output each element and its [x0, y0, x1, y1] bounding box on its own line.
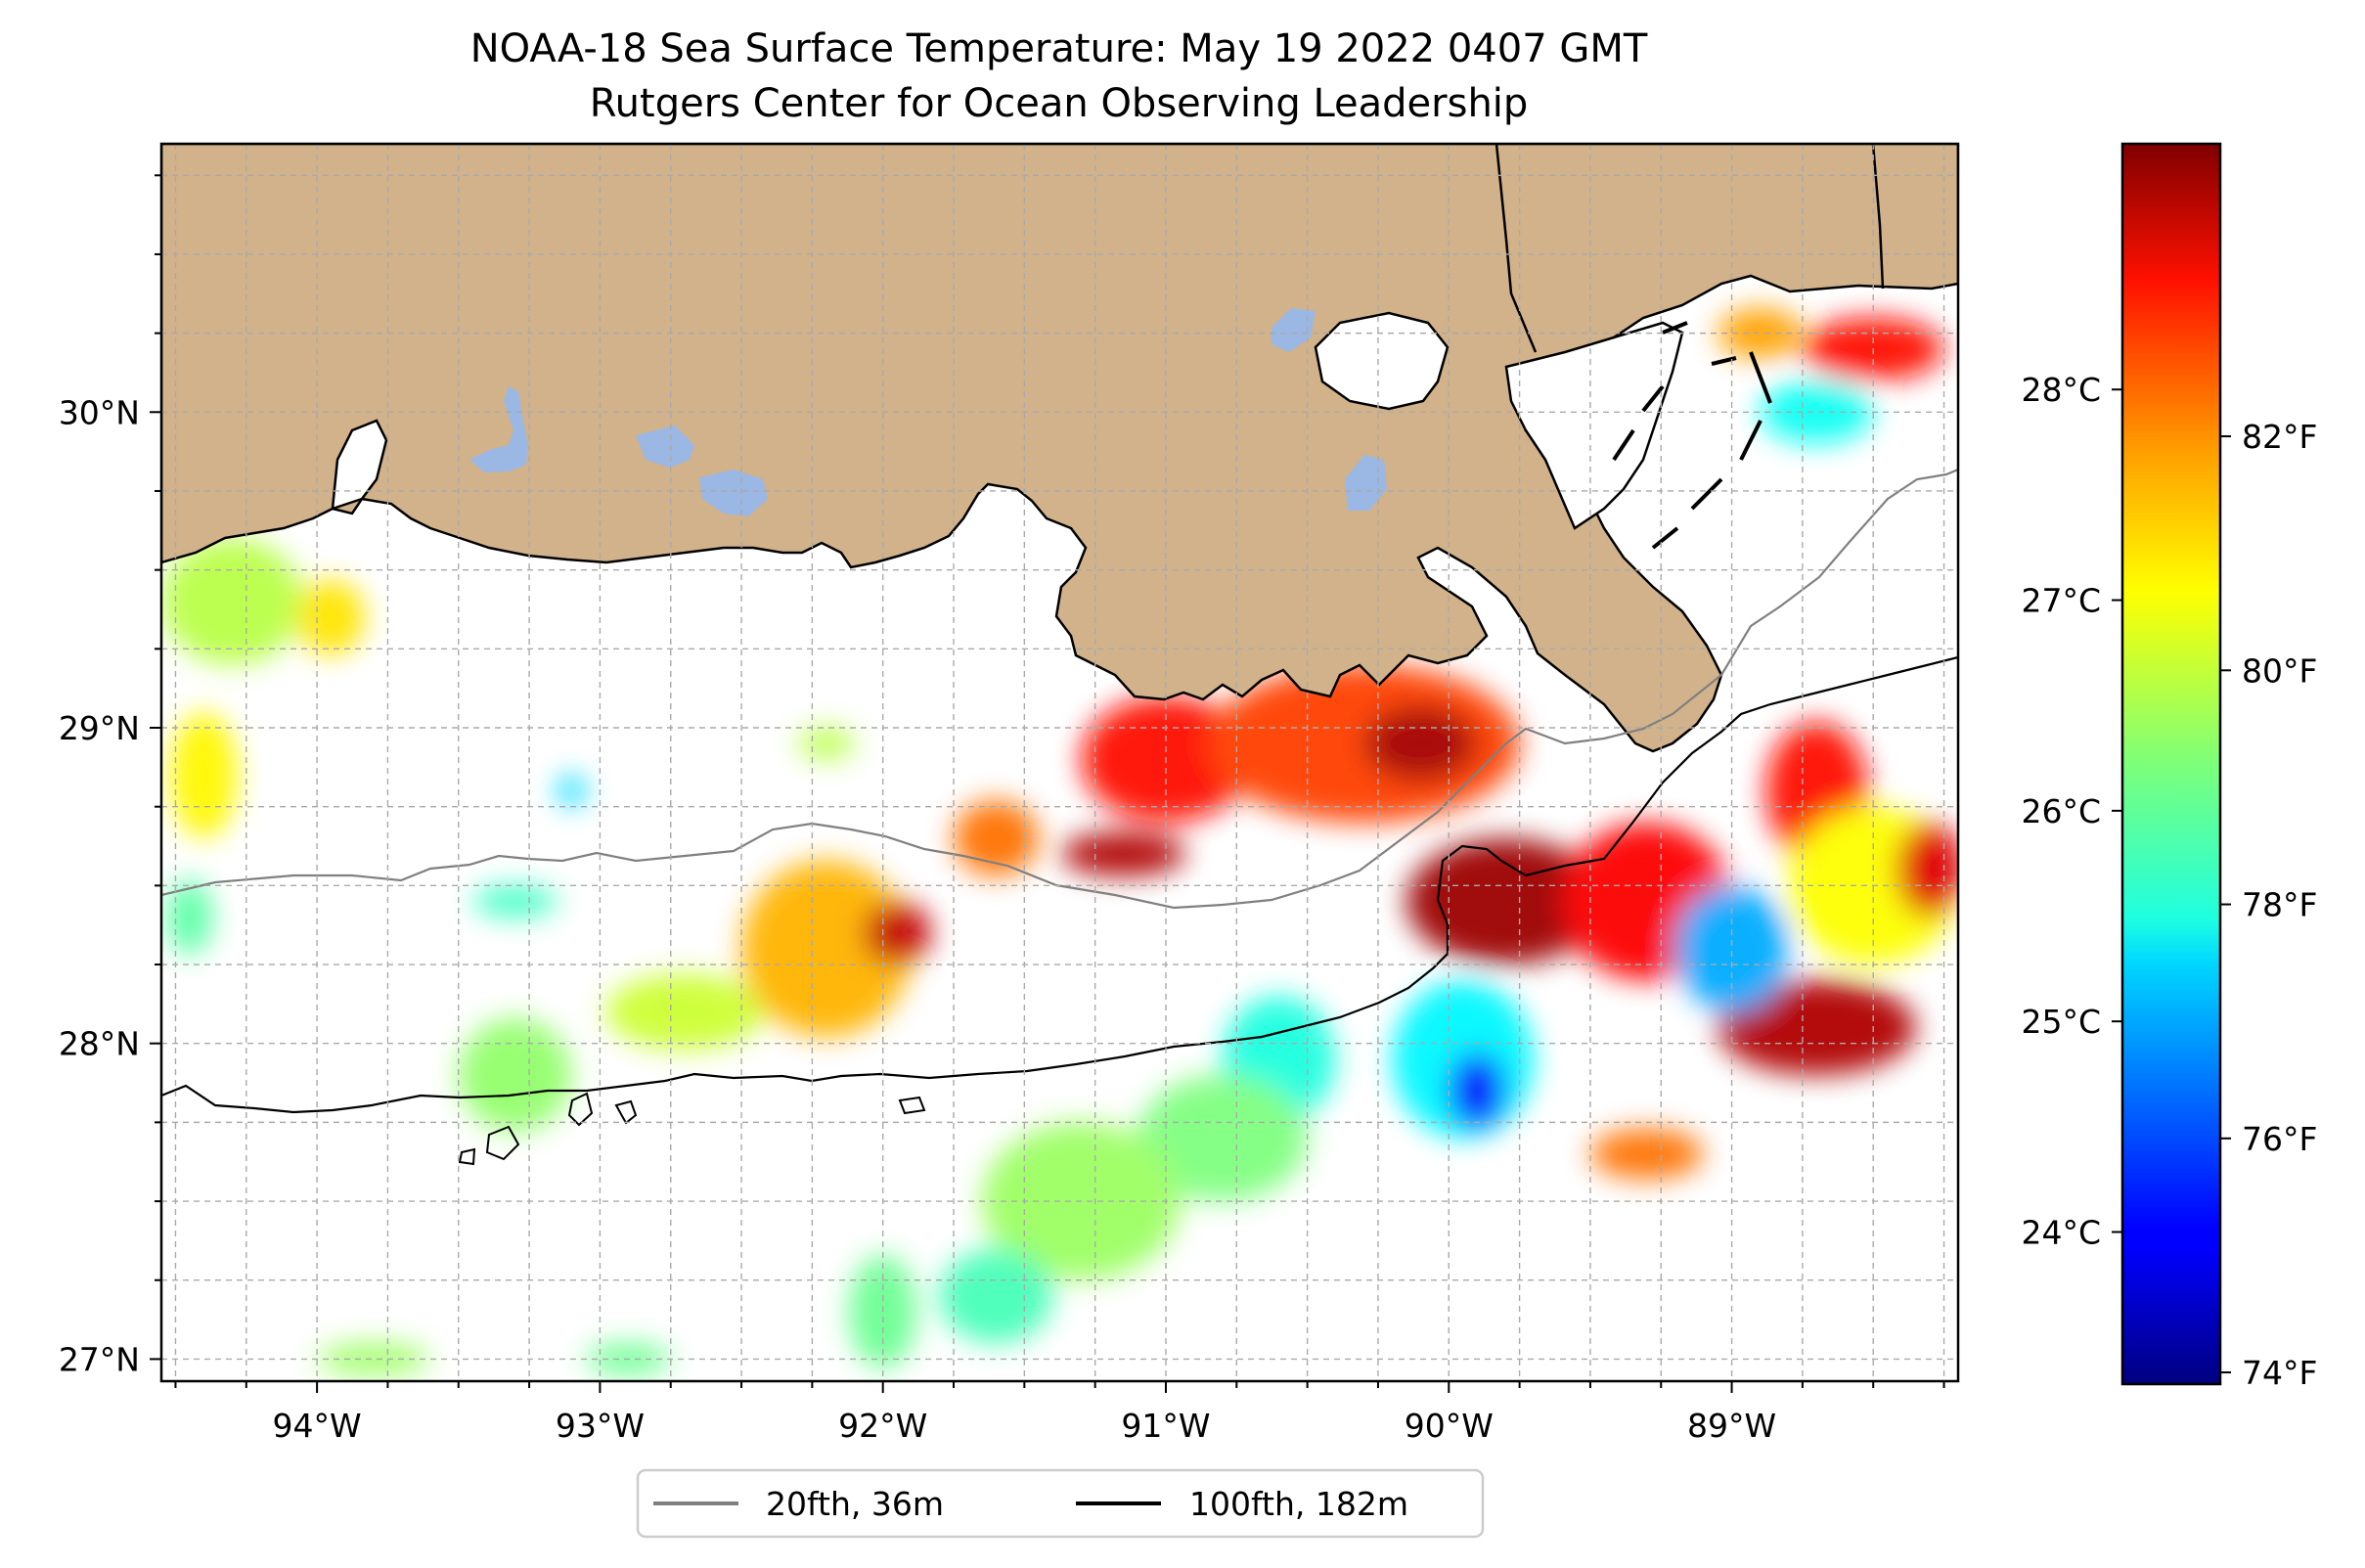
isobath-100fth-contour [614, 1099, 638, 1125]
x-tick-label: 93°W [556, 1407, 645, 1445]
sst-patch [741, 860, 912, 1038]
isobath-100fth [161, 655, 1958, 1114]
legend-label-100fth: 100fth, 182m [1189, 1485, 1408, 1523]
colorbar-label-f: 80°F [2242, 651, 2317, 690]
legend-box [636, 1468, 1485, 1539]
sst-patch [848, 1254, 917, 1369]
lake-salvador [1345, 455, 1387, 511]
sst-patch [458, 1017, 572, 1133]
x-tick-label: 91°W [1121, 1407, 1210, 1445]
sst-patch [1896, 822, 1958, 918]
sst-patch [296, 579, 366, 655]
sst-patch [863, 901, 931, 965]
sst-patch [1406, 837, 1605, 965]
y-tick-label: 27°N [59, 1340, 140, 1378]
gridlines [161, 144, 1958, 1381]
sst-patch [169, 711, 239, 838]
lake-calcasieu [469, 386, 528, 472]
colorbar-label-f: 78°F [2242, 886, 2317, 924]
sst-patch [317, 1343, 430, 1375]
map-area [161, 144, 1958, 1381]
sst-patch [954, 800, 1039, 876]
lake-pontchartrain [1314, 311, 1450, 411]
y-tick-label: 28°N [59, 1025, 140, 1063]
colorbar-label-c: 25°C [2021, 1003, 2101, 1041]
colorbar [2120, 142, 2222, 1386]
mississippi-sound [1504, 321, 1684, 530]
colorbar-ticks: 82°F 80°F 78°F 76°F 74°F 28°C 27°C 26°C 25°C 24°C [2021, 371, 2317, 1392]
sst-patch [1363, 705, 1478, 782]
sst-patch [1674, 885, 1789, 1012]
x-tick-label: 89°W [1687, 1407, 1776, 1445]
colorbar-label-c: 26°C [2021, 792, 2101, 830]
isobath-100fth-contour [458, 1147, 476, 1166]
isobath-100fth-contour [485, 1125, 520, 1161]
lake-maurepas [1272, 308, 1316, 352]
delta-marsh-lines [1612, 321, 1772, 550]
sst-patch [1589, 1128, 1704, 1180]
sst-patch [605, 973, 765, 1051]
x-tick-label: 94°W [273, 1407, 362, 1445]
sst-patch [166, 878, 213, 956]
colorbar-label-c: 24°C [2021, 1213, 2101, 1251]
x-tick-label: 90°W [1405, 1407, 1494, 1445]
y-tick-label: 29°N [59, 709, 140, 747]
sst-patch [472, 885, 558, 918]
isobath-100fth-contour [898, 1096, 926, 1115]
sst-patch [939, 1248, 1053, 1344]
sst-layer [161, 298, 1958, 1375]
state-border [1495, 144, 1885, 353]
colorbar-label-f: 76°F [2242, 1120, 2317, 1158]
y-tick-label: 30°N [59, 393, 140, 431]
colorbar-label-c: 28°C [2021, 371, 2101, 409]
sst-patch [1760, 381, 1874, 444]
isobath-100fth-contour [567, 1092, 594, 1127]
sst-patch [797, 728, 855, 760]
chart-subtitle: Rutgers Center for Ocean Observing Leade… [589, 81, 1529, 126]
lake-white [636, 426, 694, 468]
colorbar-label-c: 27°C [2021, 582, 2101, 620]
sst-patch [1718, 980, 1916, 1075]
lake-grand [699, 470, 768, 516]
x-axis: 94°W 93°W 92°W 91°W 90°W 89°W [174, 1381, 1945, 1445]
y-axis: 30°N 29°N 28°N 27°N [59, 174, 161, 1378]
sabine-lake [331, 419, 388, 511]
colorbar-label-f: 82°F [2242, 418, 2317, 456]
isobath-20fth [161, 468, 1958, 910]
sst-patch [1718, 307, 1803, 359]
colorbar-label-f: 74°F [2242, 1354, 2317, 1392]
map-frame [159, 142, 1960, 1383]
chart-title: NOAA-18 Sea Surface Temperature: May 19 … [469, 26, 1648, 71]
sst-patch [1060, 831, 1186, 876]
x-tick-label: 92°W [838, 1407, 927, 1445]
sst-patch [558, 775, 586, 807]
sst-patch [1208, 664, 1520, 823]
sst-patch [1449, 1053, 1506, 1129]
legend-label-20fth: 20fth, 36m [766, 1485, 944, 1523]
sst-patch [1138, 1074, 1308, 1202]
legend: 20fth, 36m 100fth, 182m [636, 1468, 1485, 1539]
